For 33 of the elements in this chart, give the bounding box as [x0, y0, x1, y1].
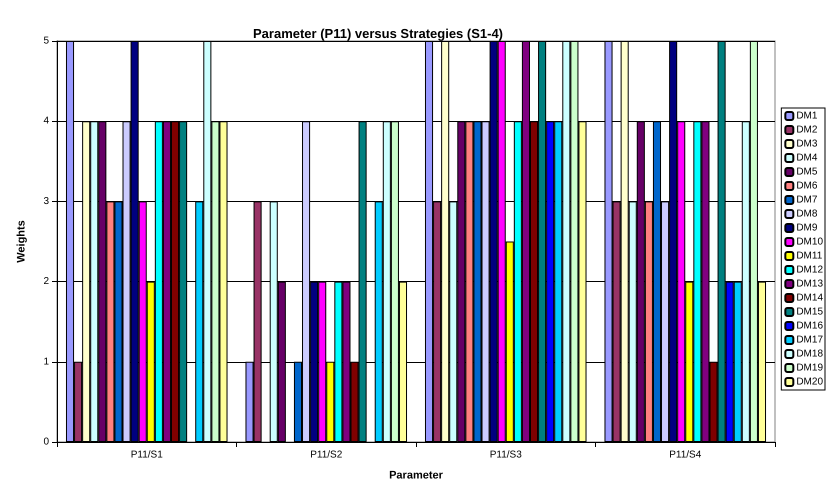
legend-label: DM14	[796, 292, 824, 304]
legend-label: DM16	[796, 320, 824, 332]
x-tick-label: P11/S3	[490, 450, 522, 460]
legend-label: DM8	[796, 208, 818, 220]
legend-label: DM7	[796, 194, 818, 206]
legend-label: DM1	[796, 110, 818, 122]
legend-label: DM20	[796, 376, 824, 388]
x-tick-label: P11/S4	[669, 450, 702, 460]
legend-label: DM9	[796, 222, 818, 234]
x-tick-label: P11/S1	[130, 450, 164, 460]
legend-label: DM19	[796, 362, 824, 374]
legend-label: DM2	[796, 124, 818, 136]
y-tick-label: 0	[43, 436, 50, 448]
y-tick-label: 1	[43, 356, 50, 368]
x-axis-title: Parameter	[389, 470, 444, 482]
legend-label: DM11	[796, 250, 823, 262]
legend-label: DM4	[796, 152, 818, 164]
chart-title: Parameter (P11) versus Strategies (S1-4)	[253, 26, 504, 41]
legend-label: DM18	[796, 348, 824, 360]
x-tick-label: P11/S2	[310, 450, 343, 460]
y-tick-label: 5	[43, 36, 50, 46]
legend-label: DM5	[796, 166, 818, 178]
legend-label: DM15	[796, 306, 824, 318]
legend-label: DM17	[796, 334, 824, 346]
y-tick-label: 4	[43, 116, 50, 127]
legend-label: DM13	[796, 278, 824, 290]
legend-label: DM12	[796, 264, 824, 276]
y-tick-label: 2	[43, 276, 50, 288]
legend-label: DM3	[796, 138, 818, 150]
y-axis-title: Weights	[16, 220, 28, 263]
legend-label: DM10	[796, 236, 824, 248]
legend-label: DM6	[796, 180, 818, 192]
y-tick-label: 3	[43, 196, 50, 207]
